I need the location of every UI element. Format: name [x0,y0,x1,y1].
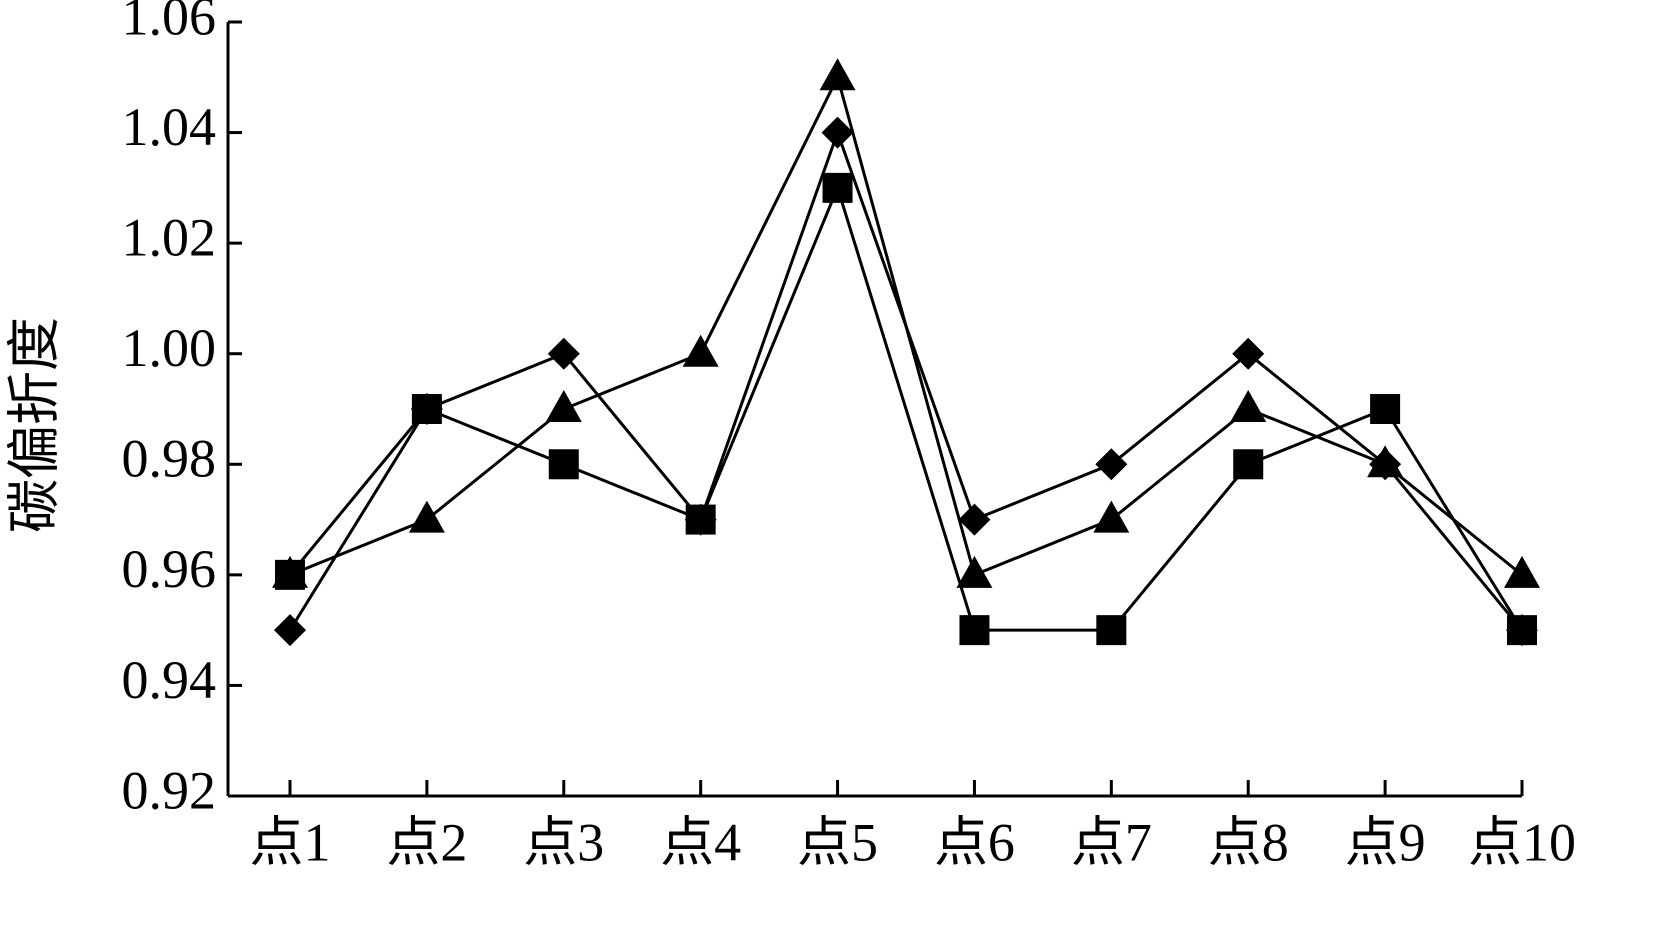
y-tick-label: 0.92 [122,760,217,820]
x-tick-label: 点7 [1071,812,1152,872]
y-tick-label: 1.00 [122,318,217,378]
diamond-marker [821,116,854,149]
diamond-marker [547,337,580,370]
x-tick-label: 点5 [797,812,878,872]
x-tick-label: 点4 [660,812,741,872]
diamond-marker [1232,337,1265,370]
diamond-marker [958,503,991,536]
square-marker [1370,394,1401,424]
square-marker [959,615,990,646]
y-tick-label: 1.04 [122,97,217,157]
square-marker [275,559,305,590]
y-tick-label: 0.98 [122,429,217,489]
x-tick-label: 点10 [1468,812,1576,872]
square-marker [1507,615,1537,646]
triangle-marker [682,334,719,367]
x-tick-label: 点6 [934,812,1015,872]
triangle-marker [956,555,993,588]
triangle-marker [819,58,856,91]
square-marker [1233,449,1264,480]
series-line [289,73,1523,577]
square-marker [685,504,716,535]
square-marker [1096,615,1127,646]
square-marker [822,172,853,203]
triangle-marker [545,390,582,422]
triangle-marker [1367,445,1404,478]
y-tick-label: 1.06 [122,0,217,46]
triangle-marker [1230,390,1267,422]
square-marker [548,449,579,480]
square-marker [411,394,442,424]
y-tick-label: 1.02 [122,208,217,268]
x-tick-label: 点3 [523,812,604,872]
diamond-marker [1095,448,1128,481]
y-axis-label: 碳偏折度 [4,317,64,533]
triangle-marker [1093,500,1130,533]
triangle-marker [1504,555,1540,588]
y-tick-label: 0.96 [122,539,217,599]
series-line [288,128,1524,632]
triangle-marker [408,500,445,533]
y-tick-label: 0.94 [122,650,217,710]
x-tick-label: 点1 [250,812,331,872]
x-tick-label: 点8 [1208,812,1289,872]
x-tick-label: 点2 [386,812,467,872]
series-line [288,183,1524,632]
diamond-marker [274,614,306,647]
x-tick-label: 点9 [1345,812,1426,872]
